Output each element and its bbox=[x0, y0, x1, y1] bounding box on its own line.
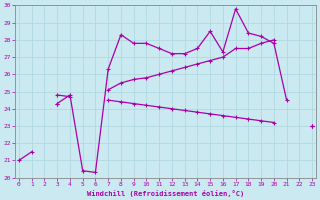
X-axis label: Windchill (Refroidissement éolien,°C): Windchill (Refroidissement éolien,°C) bbox=[87, 190, 244, 197]
